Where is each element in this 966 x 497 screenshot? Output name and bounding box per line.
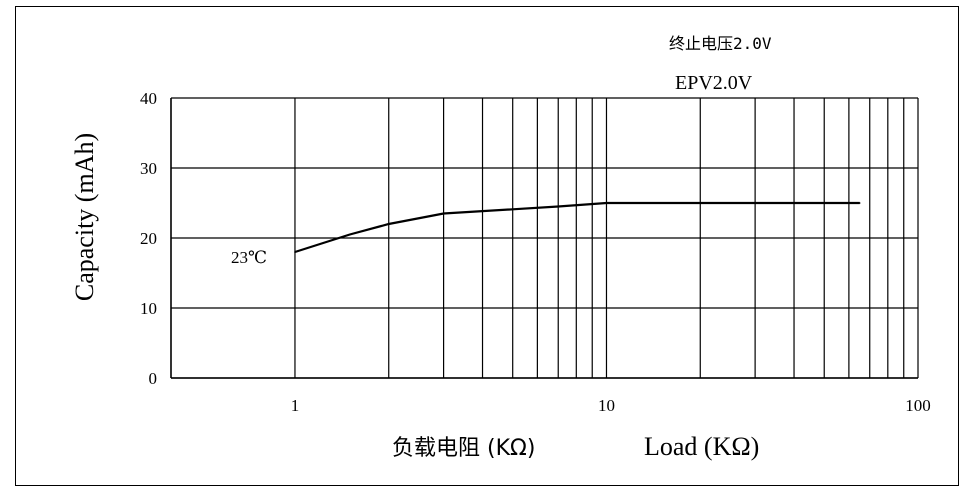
chart-series (294, 201, 861, 254)
y-tick-label: 40 (140, 89, 157, 108)
title-cn-label: 终止电压2.0V (669, 34, 772, 53)
chart-labels: 终止电压2.0V EPV2.0V Capacity (mAh) 负载电阻 (KΩ… (70, 34, 772, 461)
series-label-23c: 23℃ (231, 248, 267, 267)
chart-title: EPV2.0V (675, 72, 753, 94)
chart-axes: 0 10 20 30 40 1 10 100 (140, 89, 931, 415)
y-tick-label: 20 (140, 229, 157, 248)
x-tick-label: 100 (905, 396, 931, 415)
x-axis-label-cn: 负载电阻 (KΩ) (392, 436, 535, 461)
data-point (858, 202, 861, 204)
data-point (349, 233, 351, 236)
y-tick-label: 0 (149, 369, 158, 388)
series-line (294, 201, 860, 254)
data-point (294, 251, 296, 253)
data-point (442, 212, 445, 215)
data-point (605, 202, 608, 204)
x-tick-label: 1 (291, 396, 300, 415)
chart-svg: 0 10 20 30 40 1 10 100 终止电压2.0V EPV2.0V Capacit… (70, 34, 931, 461)
x-tick-label: 10 (598, 396, 615, 415)
y-tick-label: 10 (140, 299, 157, 318)
data-point (511, 208, 514, 211)
x-axis-label: Load (KΩ) (644, 432, 759, 461)
data-point (754, 202, 756, 204)
data-point (387, 223, 390, 225)
chart-frame: 0 10 20 30 40 1 10 100 终止电压2.0V EPV2.0V Capacit… (15, 6, 959, 486)
y-tick-label: 30 (140, 159, 157, 178)
data-point (823, 202, 826, 204)
data-point (557, 205, 560, 208)
y-axis-label: Capacity (mAh) (70, 133, 99, 301)
chart-grid (171, 97, 919, 379)
data-point (699, 202, 702, 204)
